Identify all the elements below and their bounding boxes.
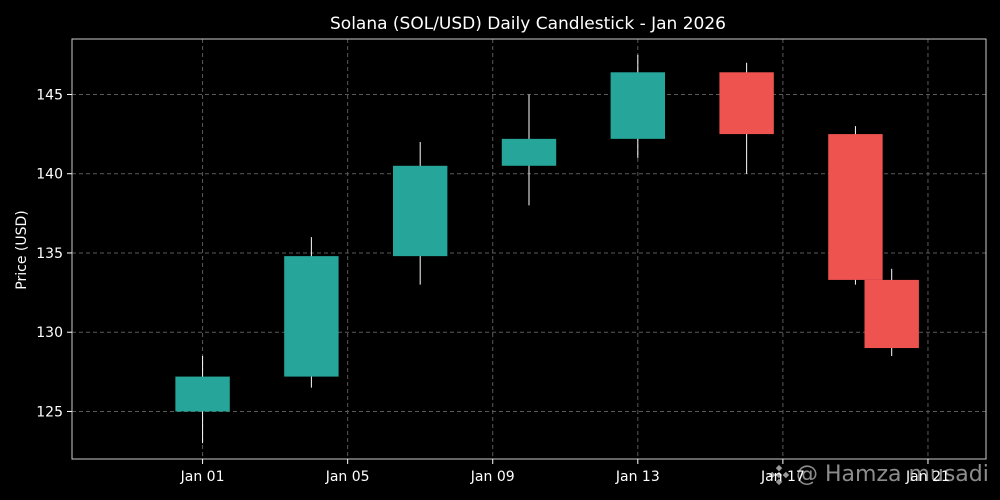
candle-up xyxy=(392,142,448,285)
plot-frame xyxy=(71,38,987,460)
binance-icon xyxy=(768,464,790,485)
candle-body xyxy=(719,72,774,135)
y-tick-label: 125 xyxy=(36,404,63,420)
candle-up xyxy=(175,355,230,444)
candle-up xyxy=(501,94,557,206)
x-tick-label: Jan 13 xyxy=(615,469,660,485)
x-tick-label: Jan 21 xyxy=(905,469,950,485)
x-tick-label: Jan 09 xyxy=(470,469,515,485)
candle-body xyxy=(828,134,883,280)
y-tick-label: 130 xyxy=(36,325,63,341)
candle-body xyxy=(392,165,448,257)
candle-up xyxy=(610,54,666,158)
x-tick-label: Jan 01 xyxy=(180,469,225,485)
candle-body xyxy=(175,376,230,412)
y-axis-label: Price (USD) xyxy=(14,210,30,289)
candle-body xyxy=(501,138,557,166)
candle-down xyxy=(719,62,774,174)
candle-body xyxy=(284,256,339,377)
candle-up xyxy=(284,237,339,388)
watermark-text: @ Hamza musadi xyxy=(796,462,989,487)
candle-down xyxy=(828,126,883,285)
candle-layer xyxy=(175,54,919,444)
y-tick-label: 140 xyxy=(36,167,63,183)
candle-body xyxy=(610,72,666,139)
candle-down xyxy=(864,268,919,356)
watermark: @ Hamza musadi xyxy=(768,462,989,487)
tick-layer: 125 130 135 140 145 Jan 01 Jan 05 Jan 09 Jan 13 J… xyxy=(36,87,950,485)
y-tick-label: 145 xyxy=(36,87,63,103)
chart-title: Solana (SOL/USD) Daily Candlestick - Jan… xyxy=(330,14,726,34)
x-tick-label: Jan 05 xyxy=(325,469,370,485)
y-tick-label: 135 xyxy=(36,246,63,262)
candle-body xyxy=(864,279,919,349)
